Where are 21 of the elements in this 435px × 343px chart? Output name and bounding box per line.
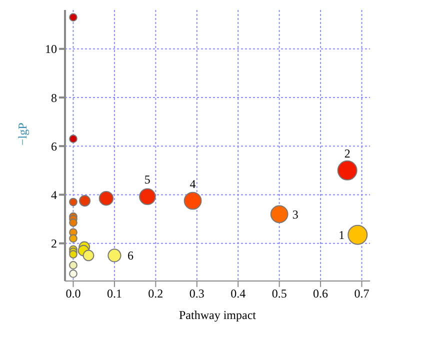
annotation: 3 bbox=[292, 207, 298, 222]
y-tick-label: 10 bbox=[45, 42, 57, 56]
y-tick-label: 8 bbox=[51, 90, 57, 105]
x-tick-label: 0.4 bbox=[230, 286, 246, 301]
x-tick-label: 0.1 bbox=[106, 286, 122, 301]
x-tick-label: 0.2 bbox=[148, 286, 164, 301]
annotation: 4 bbox=[190, 176, 196, 191]
x-axis-title: Pathway impact bbox=[179, 308, 257, 322]
x-tick-label: 0.6 bbox=[313, 286, 328, 301]
y-tick-label: 4 bbox=[51, 188, 57, 202]
x-tick-label: 0.5 bbox=[272, 286, 287, 301]
y-tick-label: 2 bbox=[51, 236, 57, 251]
annotation: 6 bbox=[127, 248, 134, 263]
y-axis-title: −lgP bbox=[15, 122, 30, 146]
annotation: 1 bbox=[338, 228, 345, 242]
y-tick-label: 6 bbox=[51, 139, 57, 154]
x-tick-label: 0.7 bbox=[354, 286, 370, 301]
x-tick-label: 0.3 bbox=[189, 286, 204, 301]
x-tick-label: 0.0 bbox=[66, 286, 81, 301]
annotation: 5 bbox=[144, 172, 150, 187]
annotation: 2 bbox=[344, 146, 350, 160]
